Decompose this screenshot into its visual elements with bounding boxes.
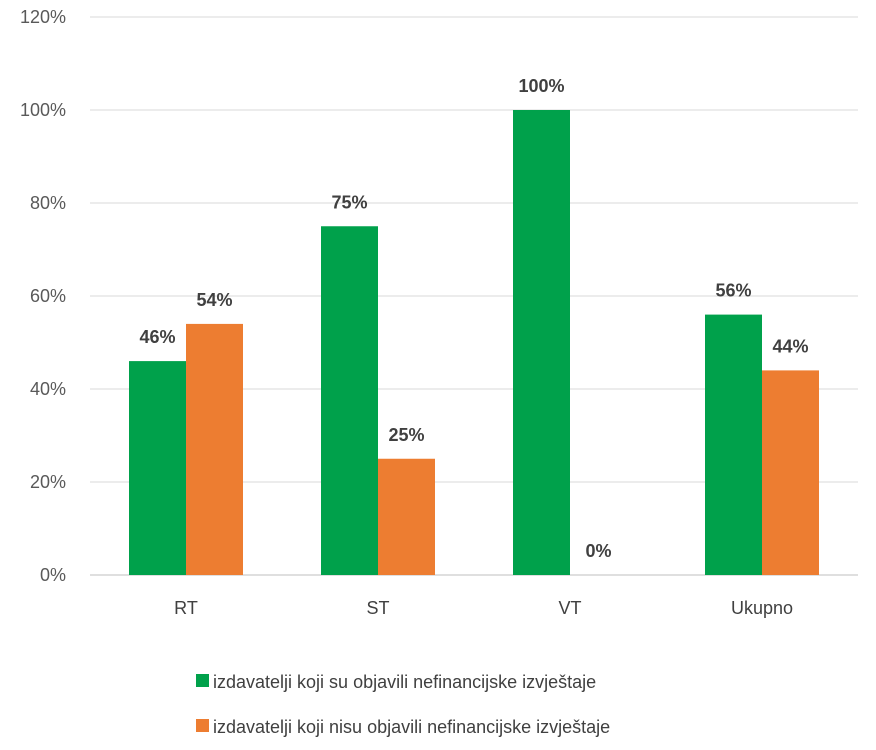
y-tick-label: 120% — [20, 7, 66, 27]
data-label: 100% — [518, 76, 564, 96]
bar-published — [705, 314, 762, 575]
data-label: 56% — [715, 281, 751, 301]
y-tick-label: 100% — [20, 100, 66, 120]
bar-not-published — [762, 370, 819, 575]
x-category-label: RT — [174, 598, 198, 618]
x-category-label: Ukupno — [731, 598, 793, 618]
data-label: 75% — [331, 192, 367, 212]
bar-not-published — [378, 458, 435, 575]
y-tick-label: 60% — [30, 286, 66, 306]
y-tick-label: 40% — [30, 379, 66, 399]
data-label: 44% — [772, 336, 808, 356]
bar-not-published — [186, 323, 243, 575]
data-label: 25% — [388, 425, 424, 445]
y-axis-ticks: 0% 20% 40% 60% 80% 100% 120% — [20, 7, 66, 585]
bar-published — [321, 226, 378, 575]
y-tick-label: 0% — [40, 565, 66, 585]
legend-swatch-published — [196, 674, 209, 687]
y-tick-label: 20% — [30, 472, 66, 492]
bar-published — [129, 361, 186, 575]
x-category-label: VT — [558, 598, 581, 618]
data-labels: 46% 54% 75% 25% 100% 0% 56% 44% — [139, 76, 808, 561]
x-axis-categories: RT ST VT Ukupno — [174, 598, 793, 618]
x-category-label: ST — [366, 598, 389, 618]
data-label: 46% — [139, 327, 175, 347]
legend-label: izdavatelji koji nisu objavili nefinanci… — [213, 717, 610, 737]
legend: izdavatelji koji su objavili nefinancijs… — [196, 672, 610, 737]
legend-swatch-not-published — [196, 719, 209, 732]
bars — [129, 110, 819, 575]
bar-published — [513, 110, 570, 575]
legend-label: izdavatelji koji su objavili nefinancijs… — [213, 672, 596, 692]
data-label: 0% — [585, 541, 611, 561]
data-label: 54% — [196, 290, 232, 310]
y-tick-label: 80% — [30, 193, 66, 213]
